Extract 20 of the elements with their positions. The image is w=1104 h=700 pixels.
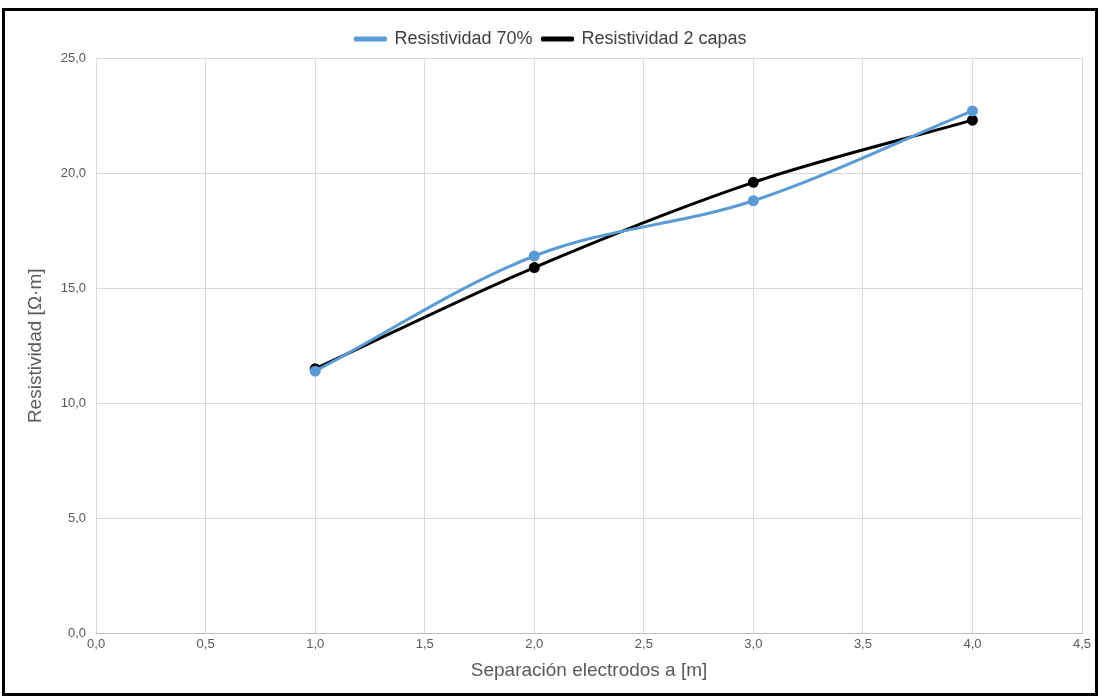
legend-label: Resistividad 2 capas <box>581 27 747 48</box>
x-tick-label: 3,0 <box>744 635 763 651</box>
y-tick-label: 5,0 <box>68 510 87 526</box>
x-tick-label: 1,5 <box>415 635 434 651</box>
x-tick-label: 2,5 <box>634 635 653 651</box>
y-tick-label: 25,0 <box>60 49 87 65</box>
x-tick-label: 4,0 <box>963 635 982 651</box>
x-tick-label: 1,0 <box>306 635 325 651</box>
x-tick-label: 0,0 <box>87 635 106 651</box>
x-tick-label: 0,5 <box>196 635 215 651</box>
x-tick-label: 3,5 <box>853 635 872 651</box>
x-tick-label: 2,0 <box>525 635 544 651</box>
x-tick-label: 4,5 <box>1072 635 1092 651</box>
y-tick-label: 0,0 <box>68 625 87 641</box>
y-tick-label: 20,0 <box>60 164 87 180</box>
y-axis-title: Resistividad [Ω·m] <box>23 268 45 424</box>
legend-label: Resistividad 70% <box>394 27 533 48</box>
y-tick-label: 15,0 <box>60 279 87 295</box>
y-tick-label: 10,0 <box>60 394 87 410</box>
x-axis-title: Separación electrodos a [m] <box>470 658 708 680</box>
